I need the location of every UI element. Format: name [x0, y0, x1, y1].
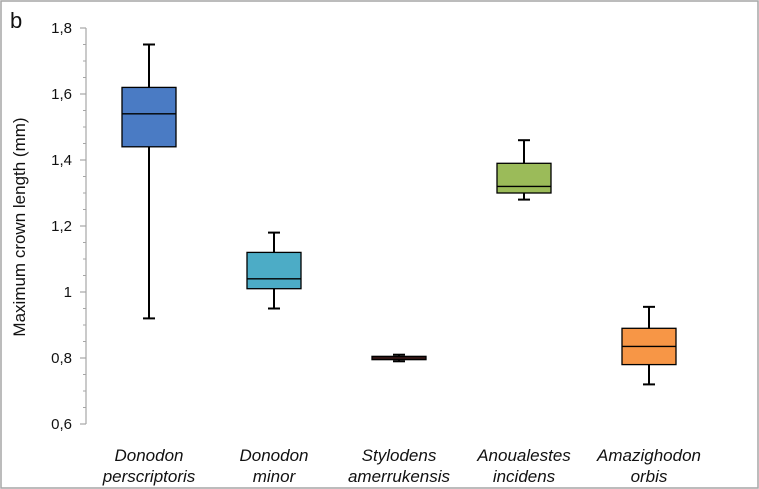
x-category-label: perscriptoris [102, 467, 196, 486]
x-category-label: amerrukensis [348, 467, 451, 486]
x-category-label: Donodon [239, 446, 308, 465]
box-4 [496, 139, 552, 201]
y-tick-label: 1,6 [51, 86, 72, 103]
x-category-label: orbis [631, 467, 668, 486]
y-tick-label: 1,8 [51, 20, 72, 37]
y-axis: 0,6 0,8 1 1,2 1,4 1,6 1,8 [51, 20, 87, 433]
box-5 [621, 305, 677, 386]
x-category-label: Amazighodon [596, 446, 701, 465]
box-iqr [246, 251, 302, 290]
x-category-label: incidens [493, 467, 556, 486]
box-1 [121, 43, 177, 320]
x-category-label: Stylodens [362, 446, 437, 465]
y-tick-label: 0,8 [51, 350, 72, 367]
box-2 [246, 231, 302, 310]
panel-label: b [10, 8, 22, 33]
y-tick-label: 1,2 [51, 218, 72, 235]
y-tick-label: 1,4 [51, 152, 72, 169]
x-axis-labels: Donodon perscriptoris Donodon minor Styloden… [102, 446, 701, 486]
y-axis-title: Maximum crown length (mm) [10, 117, 29, 336]
box-iqr [496, 162, 552, 194]
box-iqr [121, 86, 177, 148]
x-category-label: Anoualestes [476, 446, 571, 465]
x-category-label: Donodon [114, 446, 183, 465]
x-category-label: minor [253, 467, 297, 486]
box-3 [371, 353, 427, 363]
boxes-group [121, 43, 677, 386]
y-tick-label: 0,6 [51, 416, 72, 433]
y-tick-label: 1 [64, 284, 72, 301]
